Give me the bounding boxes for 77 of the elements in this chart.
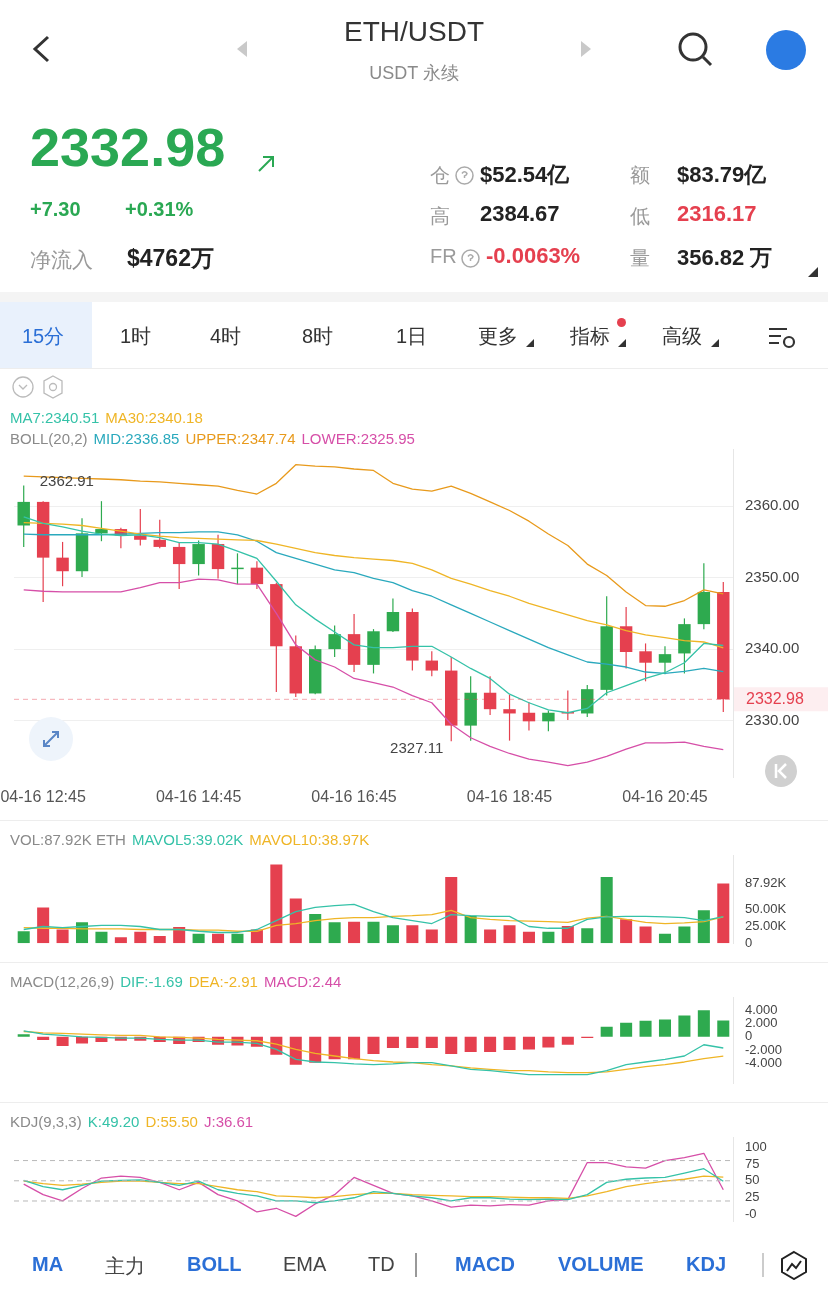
text: $4762万	[127, 244, 214, 273]
text: EMA	[283, 1253, 327, 1276]
chart-title: KDJ(9,3,3)	[10, 1113, 82, 1130]
text: 4时	[210, 324, 242, 349]
text: 量	[630, 246, 650, 271]
chart-title: MACD(12,26,9)	[10, 973, 115, 990]
y-tick-label: 2.000	[745, 1015, 778, 1031]
text: MAVOL10:38.97K	[249, 831, 370, 848]
text: BOLL	[187, 1253, 242, 1276]
x-tick-label: 04-16 20:45	[622, 787, 708, 805]
ref-line-label: 2332.98	[746, 689, 804, 707]
text: VOLUME	[558, 1253, 644, 1276]
annotation: 2327.11	[390, 739, 444, 757]
y-tick-label: 50	[745, 1172, 760, 1188]
legend-title: BOLL(20,2)	[10, 430, 88, 447]
x-tick-label: 04-16 18:45	[466, 787, 553, 805]
text: $52.54亿	[480, 161, 570, 189]
text: 高级	[662, 324, 702, 349]
text: 1日	[396, 324, 428, 349]
text: 主力	[105, 1254, 145, 1279]
text: DEA:-2.91	[188, 973, 258, 990]
text: 2384.67	[480, 201, 560, 227]
y-tick-label: 100	[745, 1138, 767, 1154]
text: FR	[430, 245, 457, 268]
text: 仓	[430, 163, 450, 188]
y-tick-label: 25	[745, 1189, 760, 1205]
text: 2316.17	[677, 201, 757, 227]
text: USDT 永续	[368, 62, 460, 85]
text: TD	[368, 1253, 395, 1276]
series-label: UPPER:2347.74	[185, 430, 296, 447]
y-tick-label: 75	[745, 1155, 760, 1171]
y-tick-label: -2.000	[745, 1041, 782, 1057]
text: LOWER:2325.95	[301, 430, 415, 447]
y-tick-label: 2360.00	[745, 496, 800, 514]
text: 2332.98	[30, 116, 226, 178]
text: 356.82 万	[677, 244, 773, 272]
text: -0.0063%	[486, 243, 581, 269]
text: 15分	[22, 324, 65, 349]
x-tick-label: 04-16 12:45	[0, 787, 86, 805]
y-tick-label: 2350.00	[745, 567, 800, 585]
x-tick-label: 04-16 16:45	[311, 787, 397, 805]
text: MACD:2.44	[263, 973, 342, 990]
text: MA	[32, 1253, 64, 1276]
chart-title: VOL:87.92K ETH	[10, 831, 126, 848]
x-tick-label: 04-16 14:45	[155, 787, 242, 805]
y-tick-label: 25.00K	[745, 917, 787, 933]
y-tick-label: 0	[745, 934, 753, 950]
text: 1时	[120, 324, 152, 349]
y-tick-label: 87.92K	[745, 875, 787, 891]
text: KDJ	[686, 1253, 727, 1276]
text: ETH/USDT	[343, 16, 485, 48]
text: 净流入	[30, 247, 93, 273]
y-tick-label: 0	[745, 1028, 753, 1044]
y-tick-label: 2340.00	[745, 639, 800, 657]
text: 更多	[478, 324, 518, 349]
text: MACD	[455, 1253, 515, 1276]
text: DIF:-1.69	[120, 973, 183, 990]
text: 低	[630, 204, 650, 229]
text: MAVOL5:39.02K	[131, 831, 244, 848]
text: J:36.61	[203, 1113, 254, 1130]
text: 8时	[302, 324, 334, 349]
text: +7.30	[30, 198, 81, 221]
text: 额	[630, 163, 650, 188]
text: K:49.20	[87, 1113, 140, 1130]
text: +0.31%	[125, 198, 194, 221]
text: D:55.50	[145, 1113, 198, 1130]
y-tick-label: 50.00K	[745, 900, 787, 916]
y-tick-label: 2330.00	[745, 710, 800, 728]
text: MA30:2340.18	[105, 409, 203, 426]
text: 指标	[570, 324, 610, 349]
y-tick-label: -4.000	[745, 1054, 782, 1070]
text: MID:2336.85	[93, 430, 180, 447]
y-tick-label: 4.000	[745, 1001, 778, 1017]
y-tick-label: -0	[745, 1206, 757, 1222]
text: MA7:2340.51	[10, 409, 100, 426]
text: $83.79亿	[677, 161, 767, 189]
text: 高	[430, 204, 450, 229]
